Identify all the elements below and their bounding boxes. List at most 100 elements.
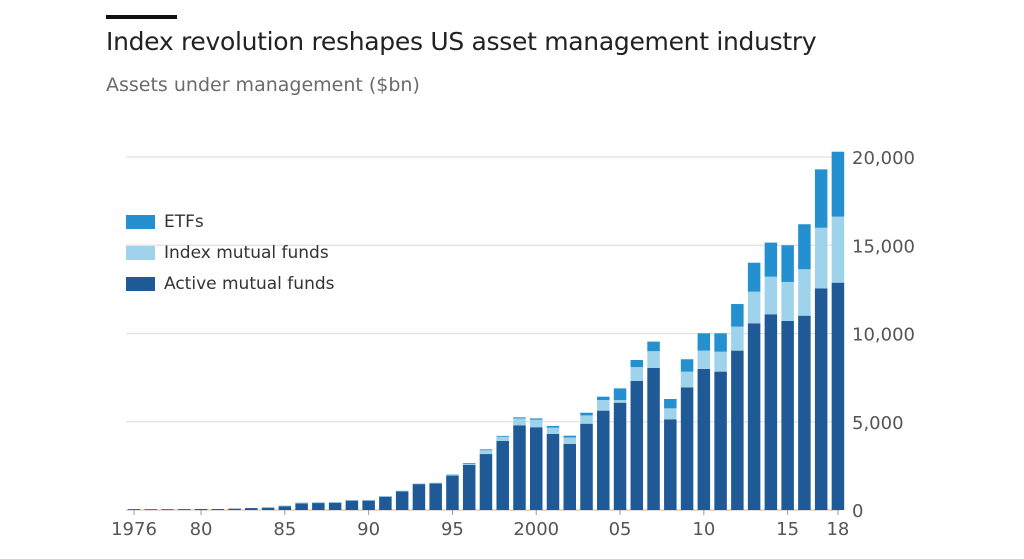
bar-segment xyxy=(513,425,526,510)
bar-segment xyxy=(312,502,325,504)
bar-segment xyxy=(479,454,493,510)
bar-segment xyxy=(529,418,543,420)
bar-segment xyxy=(496,440,509,510)
bar-segment xyxy=(546,433,560,510)
bar-segment xyxy=(664,398,677,409)
bar-segment xyxy=(764,314,778,510)
bar-segment xyxy=(395,491,409,510)
header-rule xyxy=(106,15,177,19)
bar-segment xyxy=(395,490,409,492)
bar-segment xyxy=(731,350,744,510)
bar-segment xyxy=(680,359,694,372)
bar-segment xyxy=(328,502,342,503)
bar-segment xyxy=(429,483,442,510)
bar-segment xyxy=(613,400,627,403)
bar-segment xyxy=(613,402,627,510)
x-tick-label: 2000 xyxy=(513,519,559,540)
chart-subtitle: Assets under management ($bn) xyxy=(106,74,420,96)
legend-label: Active mutual funds xyxy=(164,273,335,294)
legend-swatch xyxy=(126,214,155,229)
legend-swatch xyxy=(126,276,155,291)
legend: ETFs Index mutual funds Active mutual fu… xyxy=(126,206,335,299)
x-tick-label: 10 xyxy=(692,519,715,540)
bar-segment xyxy=(127,509,141,510)
bar-segment xyxy=(345,499,359,501)
bar-segment xyxy=(446,474,459,476)
bar-segment xyxy=(211,509,225,510)
bar-segment xyxy=(597,410,610,510)
bar-segment xyxy=(228,508,241,510)
bar-segment xyxy=(144,509,158,511)
bar-segment xyxy=(496,435,509,437)
legend-swatch xyxy=(126,245,155,260)
bar-segment xyxy=(563,437,577,444)
bar-segment xyxy=(479,449,493,455)
bar-segment xyxy=(731,304,744,327)
y-tick-label: 5,000 xyxy=(852,413,904,434)
y-tick-label: 0 xyxy=(852,501,863,522)
bar-segment xyxy=(781,320,794,510)
bar-segment xyxy=(429,482,442,484)
bar-segment xyxy=(831,216,845,283)
bar-segment xyxy=(714,333,727,352)
legend-item-active: Active mutual funds xyxy=(126,268,335,299)
bar-segment xyxy=(412,483,426,485)
bar-segment xyxy=(647,367,660,510)
bar-segment xyxy=(831,151,845,217)
bar-segment xyxy=(278,505,292,510)
bar-segment xyxy=(546,425,560,428)
bar-segment xyxy=(597,396,610,401)
bar-segment xyxy=(613,388,627,401)
bar-segment xyxy=(781,245,794,282)
bar-segment xyxy=(412,484,426,510)
bar-segment xyxy=(697,350,711,369)
bar-segment xyxy=(798,269,811,316)
bar-segment xyxy=(529,427,543,510)
bar-segment xyxy=(178,509,191,510)
bar-segment xyxy=(680,387,694,510)
bar-segment xyxy=(295,502,308,504)
bar-segment xyxy=(462,464,476,510)
bar-segment xyxy=(747,262,761,292)
bar-segment xyxy=(630,359,644,368)
legend-item-etfs: ETFs xyxy=(126,206,335,237)
bar-segment xyxy=(261,507,275,510)
x-tick-label: 1976 xyxy=(111,519,157,540)
bar-segment xyxy=(295,502,308,510)
bar-segment xyxy=(161,509,174,511)
bar-segment xyxy=(731,326,744,351)
x-tick-label: 90 xyxy=(357,519,380,540)
bar-segment xyxy=(479,449,493,451)
bar-segment xyxy=(597,400,610,411)
bar-segment xyxy=(245,508,258,510)
bar-segment xyxy=(764,276,778,315)
y-tick-label: 20,000 xyxy=(852,148,915,169)
chart-title: Index revolution reshapes US asset manag… xyxy=(106,27,817,56)
x-tick-label: 80 xyxy=(190,519,213,540)
bar-segment xyxy=(747,291,761,324)
legend-label: ETFs xyxy=(164,211,204,232)
bar-segment xyxy=(580,415,593,424)
bar-segment xyxy=(513,417,526,419)
bar-segment xyxy=(513,418,526,426)
bar-segment xyxy=(781,281,794,321)
bar-segment xyxy=(747,323,761,510)
bar-segment xyxy=(814,227,828,289)
bar-segment xyxy=(379,496,392,497)
bar-segment xyxy=(379,496,392,510)
bar-segment xyxy=(680,371,694,388)
bar-segment xyxy=(462,463,476,464)
bar-segment xyxy=(462,463,476,465)
x-tick-label: 18 xyxy=(826,519,849,540)
bar-segment xyxy=(563,443,577,510)
bar-segment xyxy=(630,380,644,510)
bar-segment xyxy=(345,500,359,510)
bar-segment xyxy=(664,419,677,510)
bar-segment xyxy=(580,412,593,416)
bar-segment xyxy=(328,502,342,510)
bar-segment xyxy=(647,351,660,368)
bar-segment xyxy=(362,499,375,501)
bar-segment xyxy=(697,333,711,351)
